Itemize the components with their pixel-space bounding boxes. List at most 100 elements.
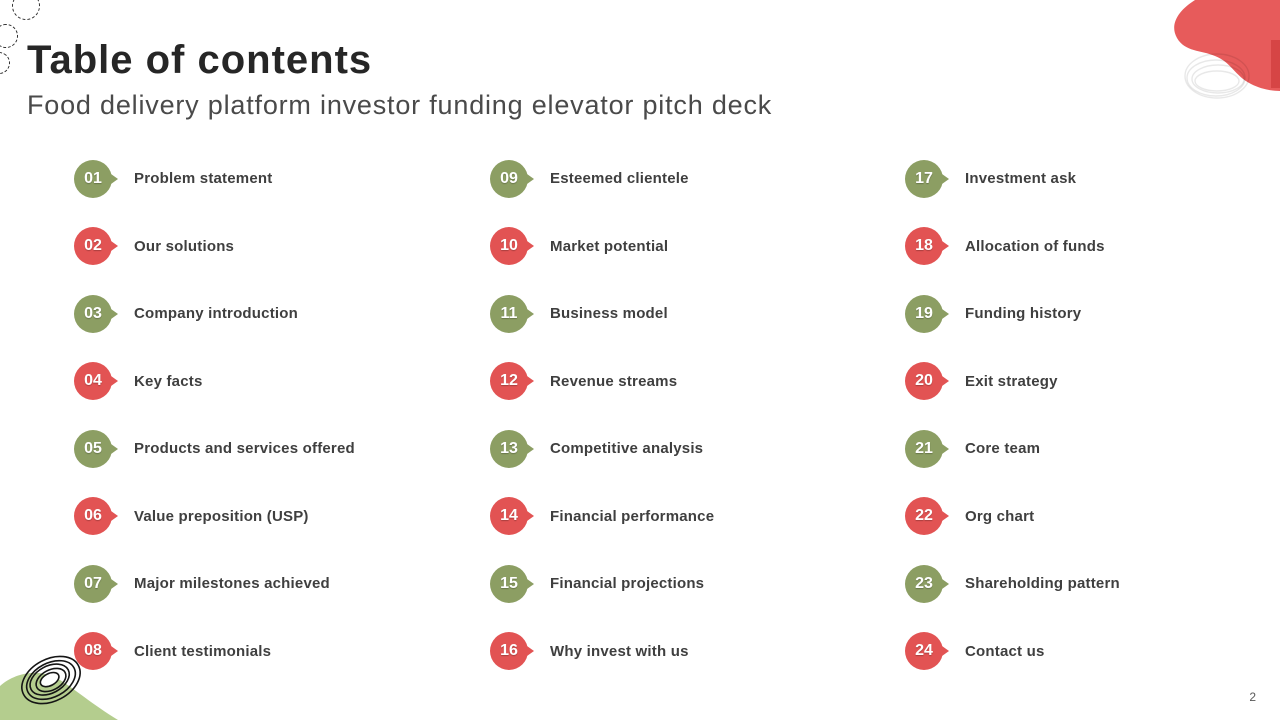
arrow-right-icon bbox=[527, 646, 534, 657]
item-label: Esteemed clientele bbox=[550, 170, 689, 188]
toc-item[interactable]: 12 Revenue streams bbox=[490, 348, 905, 416]
item-number: 22 bbox=[915, 507, 933, 525]
arrow-right-icon bbox=[111, 646, 118, 657]
arrow-right-icon bbox=[527, 308, 534, 319]
toc-item[interactable]: 15 Financial projections bbox=[490, 550, 905, 618]
item-number-badge: 13 bbox=[490, 429, 528, 468]
item-label: Why invest with us bbox=[550, 642, 689, 660]
item-number: 12 bbox=[500, 372, 518, 390]
toc-item[interactable]: 13 Competitive analysis bbox=[490, 415, 905, 483]
item-number-badge: 22 bbox=[905, 497, 943, 536]
arrow-right-icon bbox=[527, 241, 534, 252]
toc-item[interactable]: 08 Client testimonials bbox=[74, 618, 490, 686]
arrow-right-icon bbox=[527, 173, 534, 184]
item-label: Major milestones achieved bbox=[134, 575, 330, 593]
item-label: Financial performance bbox=[550, 507, 715, 525]
item-number-badge: 12 bbox=[490, 362, 528, 401]
toc-item[interactable]: 19 Funding history bbox=[905, 280, 1214, 348]
toc-item[interactable]: 11 Business model bbox=[490, 280, 905, 348]
item-number-badge: 03 bbox=[74, 294, 112, 333]
item-number-badge: 07 bbox=[74, 564, 112, 603]
arrow-right-icon bbox=[527, 376, 534, 387]
toc-item[interactable]: 20 Exit strategy bbox=[905, 348, 1214, 416]
item-number: 21 bbox=[915, 439, 933, 457]
page-number: 2 bbox=[1249, 690, 1256, 704]
item-label: Business model bbox=[550, 305, 668, 323]
page-subtitle: Food delivery platform investor funding … bbox=[27, 90, 773, 120]
item-number: 15 bbox=[500, 574, 518, 592]
arrow-right-icon bbox=[942, 173, 949, 184]
item-number: 02 bbox=[84, 237, 102, 255]
page-title: Table of contents bbox=[27, 38, 373, 82]
toc-item[interactable]: 10 Market potential bbox=[490, 213, 905, 281]
item-number-badge: 24 bbox=[905, 632, 943, 671]
toc-item[interactable]: 17 Investment ask bbox=[905, 145, 1214, 213]
item-number: 14 bbox=[500, 507, 518, 525]
spiral-scribble-icon bbox=[21, 655, 81, 705]
item-label: Client testimonials bbox=[134, 642, 272, 660]
item-number-badge: 05 bbox=[74, 429, 112, 468]
item-label: Competitive analysis bbox=[550, 440, 704, 458]
toc-grid: 01 Problem statement 02 Our solutions 03… bbox=[74, 145, 1214, 685]
item-number: 20 bbox=[915, 372, 933, 390]
item-number: 19 bbox=[915, 304, 933, 322]
arrow-right-icon bbox=[527, 578, 534, 589]
item-label: Value preposition (USP) bbox=[134, 507, 309, 525]
toc-item[interactable]: 23 Shareholding pattern bbox=[905, 550, 1214, 618]
toc-item[interactable]: 05 Products and services offered bbox=[74, 415, 490, 483]
item-number: 07 bbox=[84, 574, 102, 592]
item-number: 24 bbox=[915, 642, 933, 660]
arrow-right-icon bbox=[111, 241, 118, 252]
item-number: 05 bbox=[84, 439, 102, 457]
item-number-badge: 15 bbox=[490, 564, 528, 603]
dashed-circle-doodle-icon bbox=[0, 22, 20, 50]
item-number: 16 bbox=[500, 642, 518, 660]
item-number: 13 bbox=[500, 439, 518, 457]
item-number: 03 bbox=[84, 304, 102, 322]
arrow-right-icon bbox=[111, 578, 118, 589]
item-number-badge: 10 bbox=[490, 227, 528, 266]
item-number-badge: 17 bbox=[905, 159, 943, 198]
red-blob-decoration bbox=[1174, 0, 1280, 91]
item-number-badge: 19 bbox=[905, 294, 943, 333]
item-number: 17 bbox=[915, 169, 933, 187]
toc-item[interactable]: 14 Financial performance bbox=[490, 483, 905, 551]
item-number-badge: 20 bbox=[905, 362, 943, 401]
arrow-right-icon bbox=[527, 511, 534, 522]
toc-item[interactable]: 18 Allocation of funds bbox=[905, 213, 1214, 281]
arrow-right-icon bbox=[527, 443, 534, 454]
item-number: 04 bbox=[84, 372, 102, 390]
toc-item[interactable]: 16 Why invest with us bbox=[490, 618, 905, 686]
item-number-badge: 06 bbox=[74, 497, 112, 536]
item-number-badge: 11 bbox=[490, 294, 528, 333]
item-label: Key facts bbox=[134, 372, 203, 390]
toc-item[interactable]: 02 Our solutions bbox=[74, 213, 490, 281]
arrow-right-icon bbox=[942, 578, 949, 589]
arrow-right-icon bbox=[111, 511, 118, 522]
arrow-right-icon bbox=[942, 241, 949, 252]
item-number-badge: 01 bbox=[74, 159, 112, 198]
toc-item[interactable]: 04 Key facts bbox=[74, 348, 490, 416]
toc-item[interactable]: 24 Contact us bbox=[905, 618, 1214, 686]
item-number-badge: 14 bbox=[490, 497, 528, 536]
item-label: Investment ask bbox=[965, 170, 1077, 188]
toc-item[interactable]: 01 Problem statement bbox=[74, 145, 490, 213]
arrow-right-icon bbox=[942, 511, 949, 522]
item-number: 09 bbox=[500, 169, 518, 187]
item-number: 08 bbox=[84, 642, 102, 660]
toc-item[interactable]: 06 Value preposition (USP) bbox=[74, 483, 490, 551]
item-number-badge: 23 bbox=[905, 564, 943, 603]
toc-item[interactable]: 21 Core team bbox=[905, 415, 1214, 483]
toc-item[interactable]: 22 Org chart bbox=[905, 483, 1214, 551]
arrow-right-icon bbox=[111, 308, 118, 319]
item-number: 18 bbox=[915, 237, 933, 255]
toc-item[interactable]: 07 Major milestones achieved bbox=[74, 550, 490, 618]
toc-item[interactable]: 03 Company introduction bbox=[74, 280, 490, 348]
red-strip-decoration bbox=[1271, 40, 1280, 88]
item-number-badge: 21 bbox=[905, 429, 943, 468]
item-label: Core team bbox=[965, 440, 1041, 458]
toc-item[interactable]: 09 Esteemed clientele bbox=[490, 145, 905, 213]
item-number: 10 bbox=[500, 237, 518, 255]
item-number-badge: 08 bbox=[74, 632, 112, 671]
